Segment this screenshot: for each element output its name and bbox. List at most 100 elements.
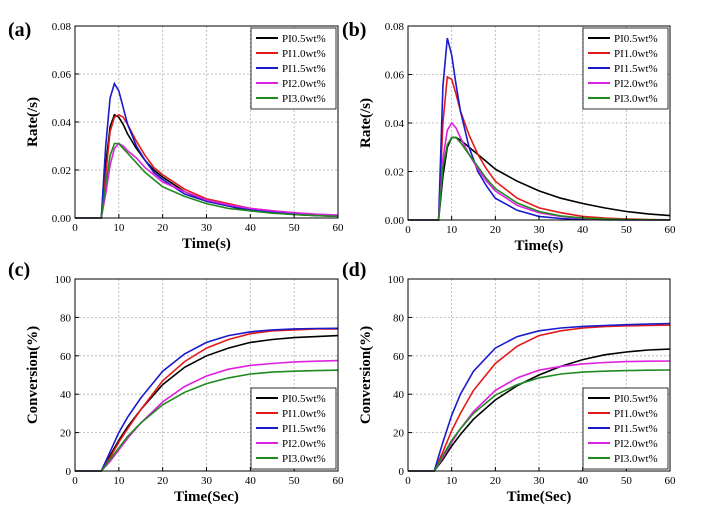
x-tick-label: 0	[72, 222, 78, 234]
legend-entry: PI2.0wt%	[614, 438, 658, 450]
legend-entry: PI1.5wt%	[282, 423, 326, 435]
y-tick-label: 0.06	[385, 70, 405, 82]
series-line-pi1-0wt-	[408, 324, 671, 472]
y-tick-label: 80	[60, 312, 72, 324]
y-axis-label: Rate(/s)	[358, 98, 374, 148]
legend-entry: PI3.0wt%	[282, 93, 326, 105]
legend-entry: PI3.0wt%	[282, 453, 326, 465]
x-tick-label: 50	[621, 224, 633, 236]
legend-entry: PI1.5wt%	[614, 63, 658, 75]
legend-entry: PI2.0wt%	[282, 438, 326, 450]
legend-entry: PI0.5wt%	[614, 33, 658, 45]
chart-panel-4: 0 10 20 30 40 50 60 0 20 40 60 80 100 Time(Sec) Conver…	[342, 259, 676, 505]
y-tick-label: 0.00	[385, 215, 405, 227]
y-axis-label: Conversion(%)	[25, 326, 41, 424]
series-line-pi3-0wt-	[75, 369, 339, 472]
y-axis-label: Rate(/s)	[25, 97, 41, 147]
x-axis-label: Time(Sec)	[507, 489, 572, 505]
y-tick-label: 0.02	[52, 165, 71, 177]
panel-label: (a)	[8, 19, 31, 41]
chart-panel-1: 0 10 20 30 40 50 60 0.00 0.02 0.04 0.06 0.08 Time(s)…	[8, 19, 344, 252]
y-tick-label: 0.08	[52, 21, 72, 33]
x-axis-label: Time(Sec)	[174, 489, 239, 505]
y-tick-label: 0.02	[385, 167, 404, 179]
y-tick-label: 100	[55, 274, 72, 286]
series-line-pi3-0wt-	[75, 142, 339, 219]
y-tick-label: 0	[399, 466, 405, 478]
x-tick-label: 30	[201, 222, 213, 234]
chart-panel-3: 0 10 20 30 40 50 60 0 20 40 60 80 100 Time(Sec) Conver…	[8, 259, 344, 505]
x-tick-label: 10	[446, 475, 458, 487]
x-tick-label: 0	[405, 475, 411, 487]
x-tick-label: 60	[333, 475, 345, 487]
x-tick-label: 40	[245, 475, 257, 487]
x-tick-label: 0	[72, 475, 78, 487]
x-tick-label: 20	[490, 224, 502, 236]
x-tick-label: 30	[534, 224, 546, 236]
x-tick-label: 40	[577, 224, 589, 236]
x-tick-label: 50	[621, 475, 633, 487]
legend-entry: PI1.0wt%	[282, 408, 326, 420]
legend-entry: PI1.0wt%	[614, 48, 658, 60]
x-tick-label: 50	[289, 475, 301, 487]
x-axis-label: Time(s)	[515, 238, 564, 254]
series-line-pi0-5wt-	[408, 348, 671, 472]
x-tick-label: 50	[289, 222, 301, 234]
x-tick-label: 10	[113, 222, 125, 234]
y-tick-label: 80	[393, 312, 405, 324]
legend: PI0.5wt% PI1.0wt% PI1.5wt% PI2.0wt% PI3.0wt%	[582, 387, 669, 470]
x-tick-label: 10	[113, 475, 125, 487]
x-tick-label: 60	[333, 222, 345, 234]
series-line-pi1-5wt-	[75, 327, 339, 472]
x-tick-label: 10	[446, 224, 458, 236]
y-tick-label: 0.00	[52, 213, 72, 225]
legend-entry: PI1.0wt%	[282, 48, 326, 60]
y-tick-label: 60	[393, 351, 405, 363]
x-tick-label: 20	[490, 475, 502, 487]
series-line-pi3-0wt-	[408, 136, 671, 221]
legend-entry: PI2.0wt%	[282, 78, 326, 90]
y-tick-label: 100	[388, 274, 405, 286]
panel-label: (c)	[8, 259, 30, 281]
x-tick-label: 20	[157, 222, 169, 234]
series-line-pi1-5wt-	[408, 322, 671, 472]
legend-entry: PI1.0wt%	[614, 408, 658, 420]
x-tick-label: 20	[157, 475, 169, 487]
y-tick-label: 20	[393, 428, 405, 440]
y-tick-label: 0.08	[385, 21, 405, 33]
y-tick-label: 0.04	[52, 117, 72, 129]
legend-entry: PI0.5wt%	[614, 393, 658, 405]
x-tick-label: 40	[245, 222, 257, 234]
legend-entry: PI0.5wt%	[282, 393, 326, 405]
series-line-pi2-0wt-	[75, 142, 339, 219]
y-tick-label: 0	[66, 466, 72, 478]
legend-entry: PI1.5wt%	[614, 423, 658, 435]
legend-entry: PI1.5wt%	[282, 63, 326, 75]
panel-label: (b)	[342, 19, 366, 41]
y-tick-label: 0.04	[385, 118, 405, 130]
legend: PI0.5wt% PI1.0wt% PI1.5wt% PI2.0wt% PI3.0wt%	[582, 27, 669, 110]
x-tick-label: 30	[201, 475, 213, 487]
y-tick-label: 40	[60, 389, 72, 401]
y-tick-label: 60	[60, 351, 72, 363]
y-tick-label: 40	[393, 389, 405, 401]
series-line-pi3-0wt-	[408, 369, 671, 472]
series-line-pi1-5wt-	[75, 81, 339, 219]
series-line-pi1-0wt-	[75, 328, 338, 472]
x-tick-label: 60	[665, 224, 677, 236]
series-line-pi2-0wt-	[75, 359, 339, 472]
chart-panel-2: 0 10 20 30 40 50 60 0.00 0.02 0.04 0.06 0.08 Time(s)…	[342, 19, 676, 254]
legend: PI0.5wt% PI1.0wt% PI1.5wt% PI2.0wt% PI3.0wt%	[250, 387, 337, 470]
x-tick-label: 0	[405, 224, 411, 236]
legend-entry: PI0.5wt%	[282, 33, 326, 45]
y-tick-label: 0.06	[52, 69, 72, 81]
legend-entry: PI3.0wt%	[614, 453, 658, 465]
legend: PI0.5wt% PI1.0wt% PI1.5wt% PI2.0wt% PI3.0wt%	[250, 27, 337, 110]
series-line-pi2-0wt-	[408, 360, 671, 472]
x-tick-label: 30	[534, 475, 546, 487]
y-axis-label: Conversion(%)	[358, 326, 374, 424]
legend-entry: PI3.0wt%	[614, 93, 658, 105]
panel-label: (d)	[342, 259, 366, 281]
legend-entry: PI2.0wt%	[614, 78, 658, 90]
